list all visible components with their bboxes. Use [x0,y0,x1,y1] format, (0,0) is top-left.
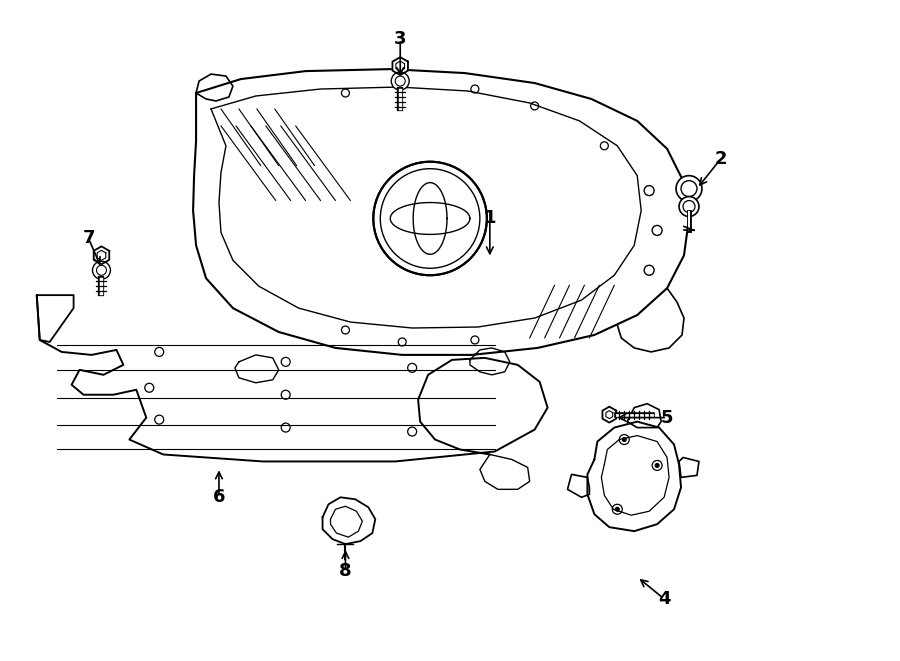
Text: 5: 5 [661,408,673,426]
Circle shape [93,261,111,279]
Circle shape [622,438,626,442]
Polygon shape [194,69,689,355]
Circle shape [616,507,619,511]
Polygon shape [602,407,616,422]
Circle shape [679,196,699,217]
Text: 2: 2 [715,150,727,168]
Text: 6: 6 [212,488,225,506]
Text: 1: 1 [483,210,496,227]
Polygon shape [196,74,233,101]
Polygon shape [37,295,547,461]
Circle shape [392,72,410,90]
Polygon shape [568,475,590,497]
Circle shape [655,463,659,467]
Polygon shape [37,295,74,342]
Text: 3: 3 [394,30,407,48]
Text: 7: 7 [82,229,94,247]
Polygon shape [391,202,470,235]
Polygon shape [94,247,109,264]
Text: 4: 4 [658,590,670,608]
Text: 8: 8 [339,562,352,580]
Polygon shape [235,355,279,383]
Polygon shape [627,404,662,428]
Circle shape [676,176,702,202]
Polygon shape [392,57,408,75]
Polygon shape [588,422,681,531]
Circle shape [374,162,487,275]
Polygon shape [679,457,699,477]
Polygon shape [322,497,375,544]
Polygon shape [413,182,447,254]
Polygon shape [470,348,509,375]
